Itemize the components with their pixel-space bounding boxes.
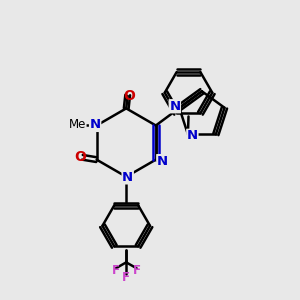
Text: N: N bbox=[187, 129, 198, 142]
Text: F: F bbox=[112, 264, 120, 277]
Text: F: F bbox=[122, 271, 130, 284]
Text: O: O bbox=[74, 150, 86, 164]
Text: Me: Me bbox=[69, 118, 86, 131]
Text: N: N bbox=[157, 154, 168, 168]
Text: F: F bbox=[133, 264, 141, 277]
Text: O: O bbox=[123, 89, 135, 103]
Text: N: N bbox=[122, 171, 133, 184]
Text: N: N bbox=[169, 100, 180, 113]
Text: N: N bbox=[90, 118, 101, 131]
